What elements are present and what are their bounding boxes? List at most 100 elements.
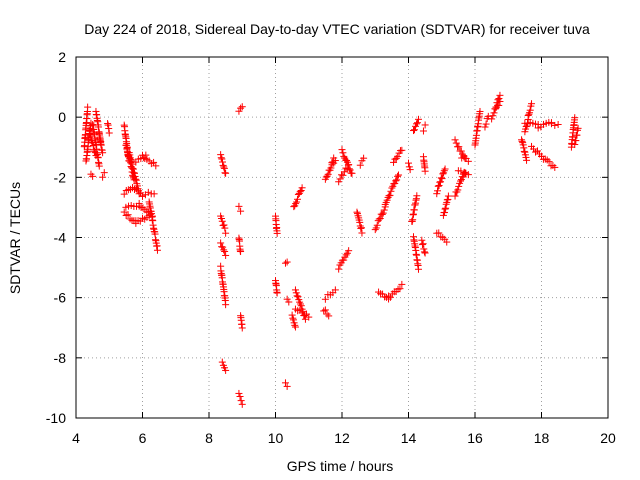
data-point: [237, 207, 245, 215]
data-point: [104, 121, 112, 129]
data-point: [218, 217, 226, 225]
data-point: [327, 164, 335, 172]
data-point: [413, 192, 421, 200]
data-point: [520, 147, 528, 155]
data-point: [394, 172, 402, 180]
data-point: [152, 162, 160, 170]
y-tick-label: -10: [46, 410, 66, 426]
data-point: [221, 248, 229, 256]
data-point: [520, 144, 528, 152]
chart-title: Day 224 of 2018, Sidereal Day-to-day VTE…: [84, 21, 590, 37]
data-point: [386, 293, 394, 301]
data-point: [123, 147, 131, 155]
data-point: [388, 184, 396, 192]
x-tick-label: 8: [205, 430, 213, 446]
data-point: [217, 151, 225, 159]
data-point: [406, 166, 414, 174]
data-point: [441, 208, 449, 216]
data-point: [235, 389, 243, 397]
data-point: [292, 289, 300, 297]
data-point: [376, 214, 384, 222]
data-point: [297, 302, 305, 310]
data-point: [132, 175, 140, 183]
data-point: [331, 157, 339, 165]
data-point: [437, 178, 445, 186]
data-point: [371, 226, 379, 234]
data-point: [129, 165, 137, 173]
data-point: [455, 143, 463, 151]
data-point: [344, 161, 352, 169]
data-point: [237, 248, 245, 256]
data-point: [237, 104, 245, 112]
data-point: [464, 171, 472, 179]
data-point: [360, 154, 368, 162]
data-point: [235, 107, 243, 115]
data-point: [338, 171, 346, 179]
data-point: [454, 186, 462, 194]
data-point: [496, 98, 504, 106]
data-point: [220, 246, 228, 254]
data-point: [338, 146, 346, 154]
data-point: [345, 247, 353, 255]
axis-ticks: 4 6 8 10 12 14 16 18 20 -10 -8 -6 -4 -2 0 2: [46, 49, 616, 446]
grid: [76, 57, 608, 418]
data-point: [412, 120, 420, 128]
data-point: [433, 190, 441, 198]
data-point: [398, 280, 406, 288]
data-point: [482, 120, 490, 128]
data-point: [386, 191, 394, 199]
data-point: [218, 155, 226, 163]
data-point: [291, 323, 299, 331]
data-point: [444, 192, 452, 200]
data-point: [99, 149, 107, 157]
data-point: [380, 206, 388, 214]
data-point: [457, 147, 465, 155]
data-point: [571, 141, 579, 149]
data-point: [217, 239, 225, 247]
data-point: [496, 91, 504, 99]
data-point: [126, 154, 134, 162]
data-point: [289, 314, 297, 322]
x-tick-label: 6: [139, 430, 147, 446]
data-point: [345, 165, 353, 173]
data-point: [551, 163, 559, 171]
data-point: [87, 132, 95, 140]
data-point: [220, 221, 228, 229]
data-point: [390, 158, 398, 166]
data-point: [238, 103, 246, 111]
data-point: [405, 159, 412, 167]
data-point: [358, 229, 366, 237]
data-point: [84, 103, 92, 111]
data-point: [296, 300, 304, 308]
data-point: [105, 125, 113, 133]
data-point: [451, 136, 459, 144]
data-point: [495, 95, 503, 103]
data-point: [437, 174, 445, 182]
data-point: [375, 215, 383, 223]
data-point: [293, 292, 301, 300]
data-point: [522, 123, 530, 131]
data-point: [410, 126, 418, 134]
data-point: [222, 251, 230, 259]
data-point: [281, 259, 289, 267]
data-point: [443, 238, 451, 246]
data-point: [495, 101, 503, 109]
data-point: [236, 392, 244, 400]
data-point: [281, 379, 289, 387]
data-point: [237, 397, 245, 405]
data-point: [122, 211, 130, 219]
data-point: [525, 110, 533, 118]
x-tick-label: 12: [334, 430, 350, 446]
data-point: [218, 358, 226, 366]
data-point: [356, 161, 364, 169]
data-point: [379, 209, 387, 217]
data-point: [419, 127, 427, 135]
data-point: [222, 229, 230, 237]
data-point: [440, 167, 448, 175]
data-point: [441, 205, 449, 213]
data-point: [328, 161, 336, 169]
x-tick-label: 16: [467, 430, 483, 446]
data-point: [219, 161, 227, 169]
data-point: [335, 265, 343, 273]
